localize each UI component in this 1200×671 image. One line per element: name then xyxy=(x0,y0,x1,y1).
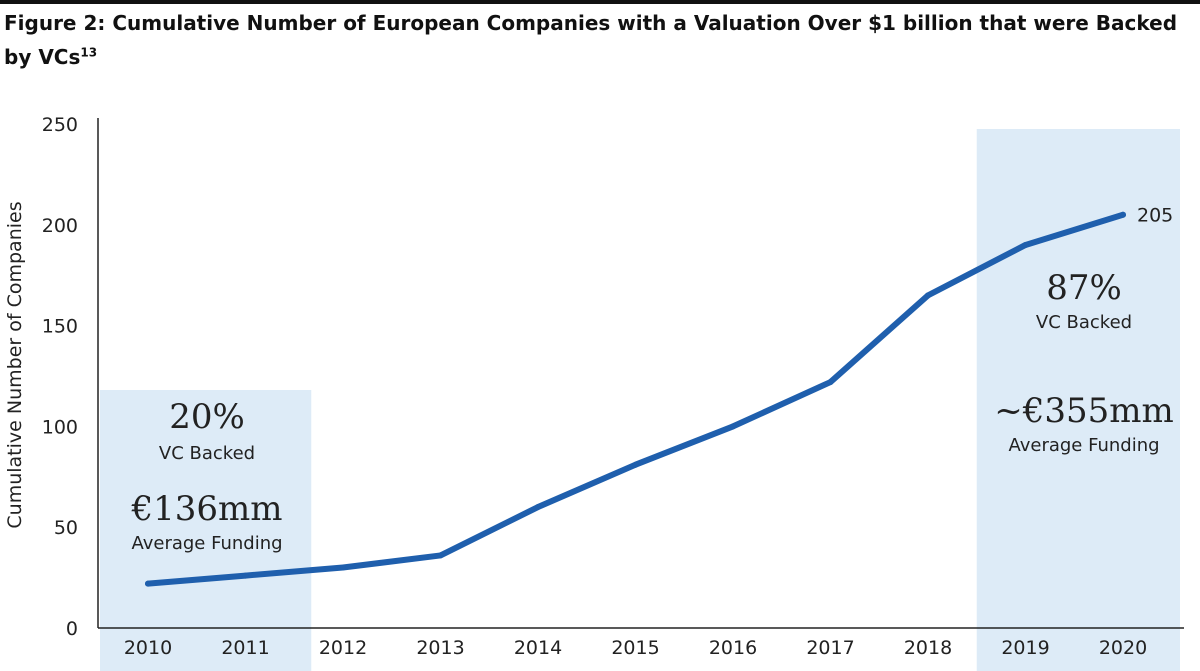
x-tick-label: 2014 xyxy=(514,637,562,659)
annotation-funding-label: Average Funding xyxy=(1008,435,1159,456)
x-tick-label: 2015 xyxy=(611,637,659,659)
shaded-band-0 xyxy=(100,390,312,671)
annotation-funding: €136mm xyxy=(130,489,282,529)
annotation-percent: 20% xyxy=(169,397,245,437)
y-tick-label: 250 xyxy=(42,114,78,136)
top-rule xyxy=(0,0,1200,4)
data-point xyxy=(730,423,736,430)
data-point xyxy=(632,461,639,468)
data-point xyxy=(1120,211,1126,218)
x-tick-label: 2013 xyxy=(416,637,464,659)
y-tick-label: 0 xyxy=(66,618,78,640)
x-tick-label: 2019 xyxy=(1001,637,1049,659)
data-point xyxy=(827,379,834,386)
x-tick-label: 2020 xyxy=(1099,637,1147,659)
x-tick-label: 2018 xyxy=(904,637,952,659)
y-tick-label: 150 xyxy=(42,316,78,338)
annotation-funding-label: Average Funding xyxy=(131,533,282,554)
y-tick-label: 50 xyxy=(54,517,78,539)
annotation-funding: ~€355mm xyxy=(994,391,1174,431)
annotation-percent-label: VC Backed xyxy=(159,443,255,464)
x-tick-label: 2012 xyxy=(319,637,367,659)
x-tick-label: 2017 xyxy=(806,637,854,659)
data-point xyxy=(145,580,151,587)
annotation-percent: 87% xyxy=(1046,268,1122,308)
end-value-label: 205 xyxy=(1137,205,1173,227)
y-tick-label: 200 xyxy=(42,215,78,237)
annotation-percent-label: VC Backed xyxy=(1036,312,1132,333)
x-tick-label: 2016 xyxy=(709,637,757,659)
data-point xyxy=(925,292,931,299)
figure-title-footnote: 13 xyxy=(80,45,98,60)
y-tick-label: 100 xyxy=(42,416,78,438)
figure-title: Figure 2: Cumulative Number of European … xyxy=(4,6,1184,74)
x-tick-label: 2010 xyxy=(124,637,172,659)
x-tick-label: 2011 xyxy=(221,637,269,659)
data-point xyxy=(242,572,249,579)
figure-title-text: Figure 2: Cumulative Number of European … xyxy=(4,11,1178,69)
data-point xyxy=(437,552,444,559)
data-point xyxy=(1022,241,1029,248)
shaded-band-1 xyxy=(976,129,1180,671)
data-point xyxy=(535,504,541,511)
data-point xyxy=(340,564,346,571)
y-axis-label: Cumulative Number of Companies xyxy=(4,201,26,528)
